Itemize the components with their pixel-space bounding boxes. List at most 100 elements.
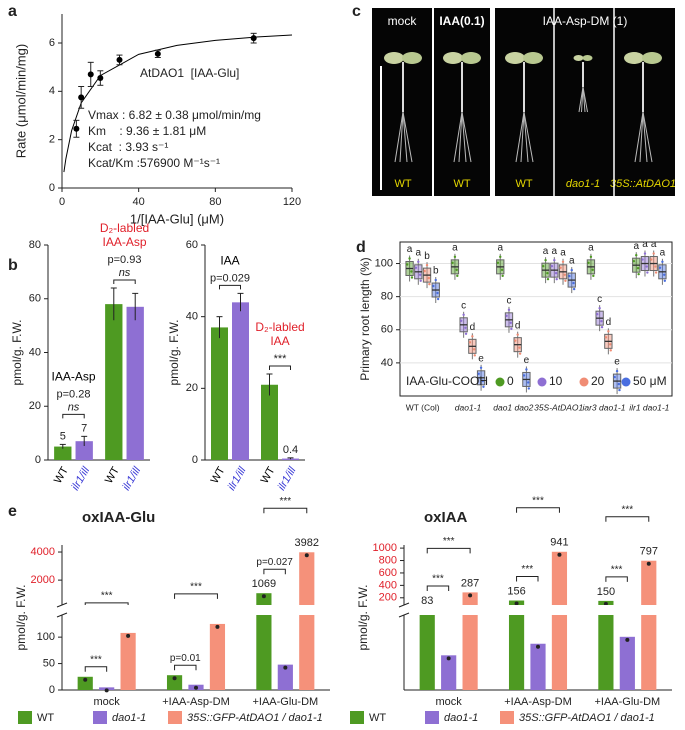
jitter-dot: [514, 339, 517, 342]
x-tick-label: mock: [436, 696, 463, 708]
seedling-root: [402, 111, 413, 163]
data-point: [116, 56, 123, 63]
bracket: [605, 516, 650, 522]
jitter-dot: [635, 253, 638, 257]
data-point: [172, 676, 177, 681]
bar: [261, 384, 278, 460]
data-point: [215, 624, 220, 629]
significance-letter: a: [407, 244, 413, 255]
group-label: IAA: [270, 334, 289, 348]
jitter-dot: [505, 314, 508, 318]
significance-letter: d: [470, 322, 476, 333]
jitter-dot: [482, 385, 485, 388]
significance-letter: b: [433, 266, 439, 277]
jitter-dot: [499, 255, 502, 259]
jitter-dot: [432, 284, 435, 288]
jitter-dot: [636, 266, 640, 270]
y-tick-label: 0: [49, 684, 55, 696]
break-mark: [398, 602, 410, 608]
bracket: [62, 413, 85, 419]
value-label: 7: [81, 422, 87, 434]
jitter-dot: [471, 335, 474, 338]
seedling-leaf: [523, 52, 543, 64]
legend-swatch: [500, 711, 514, 724]
seedling-leaf: [582, 55, 593, 61]
legend-swatch: [495, 377, 505, 387]
data-point: [557, 552, 562, 557]
y-axis-label: Rate (μmol/min/mg): [13, 44, 28, 158]
jitter-dot: [554, 271, 558, 275]
y-tick-label: 20: [29, 400, 41, 412]
jitter-dot: [428, 282, 431, 286]
data-point: [603, 601, 608, 606]
y-axis-label: pmol/g. F.W.: [14, 584, 28, 650]
data-point: [261, 594, 266, 599]
x-tick-label: ilr1/ill: [276, 464, 299, 492]
bracket: [263, 507, 308, 514]
bracket: [174, 593, 218, 599]
y-tick-label: 1000: [373, 542, 397, 554]
jitter-dot: [564, 279, 567, 283]
break-mark: [398, 612, 410, 618]
x-tick-label: +IAA-Glu-DM: [252, 696, 318, 708]
legend-label: 20: [591, 374, 605, 388]
panel-label: c: [352, 3, 361, 20]
legend-swatch: [168, 711, 182, 724]
data-point: [194, 685, 198, 690]
bar: [166, 675, 183, 690]
annotation: Vmax : 6.82 ± 0.38 μmol/min/mg: [88, 108, 261, 122]
jitter-dot: [516, 333, 519, 336]
comparison-label: ***: [432, 574, 444, 585]
seedling-leaf: [402, 52, 422, 64]
y-tick-label: 20: [186, 382, 198, 394]
bracket: [426, 547, 471, 554]
jitter-dot: [425, 263, 429, 267]
photo-label: mock: [388, 14, 418, 28]
jitter-dot: [553, 258, 556, 262]
bracket: [219, 284, 241, 290]
legend-swatch: [537, 377, 547, 387]
legend-title: IAA-Glu-COOH: [406, 374, 488, 388]
data-point: [83, 677, 88, 682]
photo-label: WT: [515, 178, 532, 190]
x-tick-label: 0: [59, 196, 65, 208]
p-value: p=0.93: [108, 254, 142, 266]
bracket: [269, 365, 291, 370]
chart-title: oxIAA: [424, 509, 468, 526]
jitter-dot: [518, 352, 522, 355]
jitter-dot: [464, 326, 467, 329]
jitter-dot: [600, 319, 603, 323]
value-label: 5: [60, 430, 66, 442]
seedling-root: [642, 111, 648, 163]
p-value: ***: [274, 353, 288, 365]
significance-letter: a: [497, 242, 503, 253]
significance-letter: a: [452, 242, 458, 253]
jitter-dot: [652, 252, 655, 255]
value-label: 1069: [252, 578, 276, 590]
annotation: AtDAO1 [IAA-Glu]: [140, 66, 239, 80]
data-point: [468, 593, 473, 598]
significance-letter: e: [614, 357, 620, 368]
bar: [77, 676, 93, 690]
panel-label: e: [8, 503, 17, 520]
jitter-dot: [477, 372, 480, 375]
jitter-dot: [410, 276, 414, 279]
significance-letter: a: [543, 246, 549, 257]
jitter-dot: [496, 261, 500, 265]
data-point: [646, 561, 651, 566]
seedling-leaf: [573, 55, 584, 61]
comparison-label: ***: [521, 564, 533, 575]
seedling-root: [634, 111, 644, 163]
jitter-dot: [464, 332, 468, 335]
group-label: IAA-Asp: [51, 370, 95, 384]
y-tick-label: 2: [49, 134, 55, 146]
seedling-root: [520, 111, 525, 163]
y-tick-label: 4: [49, 85, 55, 97]
data-point: [87, 71, 94, 78]
legend-swatch: [579, 377, 589, 387]
value-label: 150: [597, 586, 615, 598]
panel-label: d: [356, 239, 366, 256]
y-axis-label: pmol/g. F.W.: [356, 584, 370, 650]
bar: [551, 551, 568, 690]
bracket: [113, 279, 136, 284]
